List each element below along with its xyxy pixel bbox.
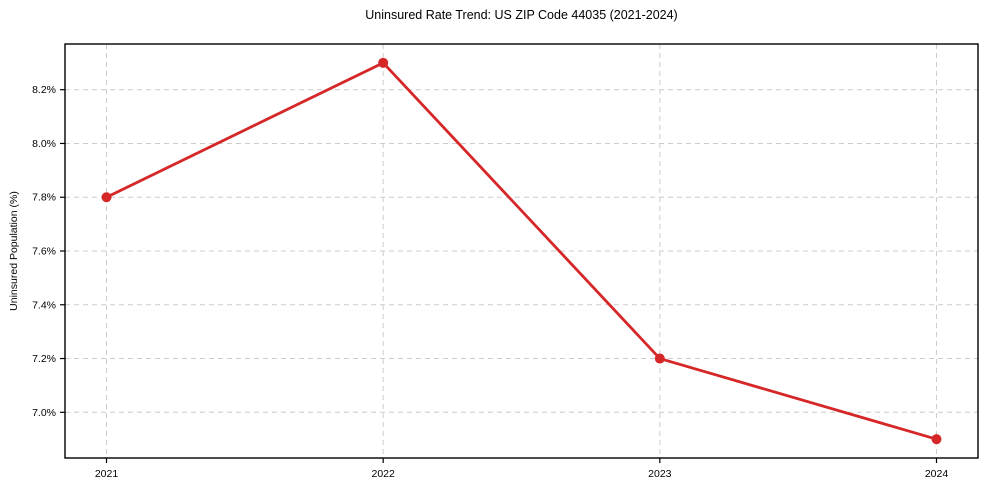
data-point-marker [378, 57, 389, 68]
y-tick-label: 7.6% [32, 246, 56, 258]
y-tick-label: 7.2% [32, 353, 56, 365]
y-tick-label: 7.8% [32, 192, 56, 204]
chart-title: Uninsured Rate Trend: US ZIP Code 44035 … [365, 8, 678, 22]
x-tick-label: 2022 [371, 468, 395, 480]
y-tick-label: 8.2% [32, 84, 56, 96]
y-tick-label: 8.0% [32, 138, 56, 150]
data-point-marker [654, 353, 665, 364]
y-tick-label: 7.4% [32, 299, 56, 311]
y-tick-label: 7.0% [32, 407, 56, 419]
data-point-marker [101, 192, 112, 203]
data-point-marker [931, 434, 942, 445]
plot-border [64, 43, 979, 459]
x-tick-label: 2024 [925, 468, 949, 480]
trend-line [105, 61, 938, 441]
x-tick-label: 2021 [95, 468, 119, 480]
x-tick-label: 2023 [648, 468, 672, 480]
